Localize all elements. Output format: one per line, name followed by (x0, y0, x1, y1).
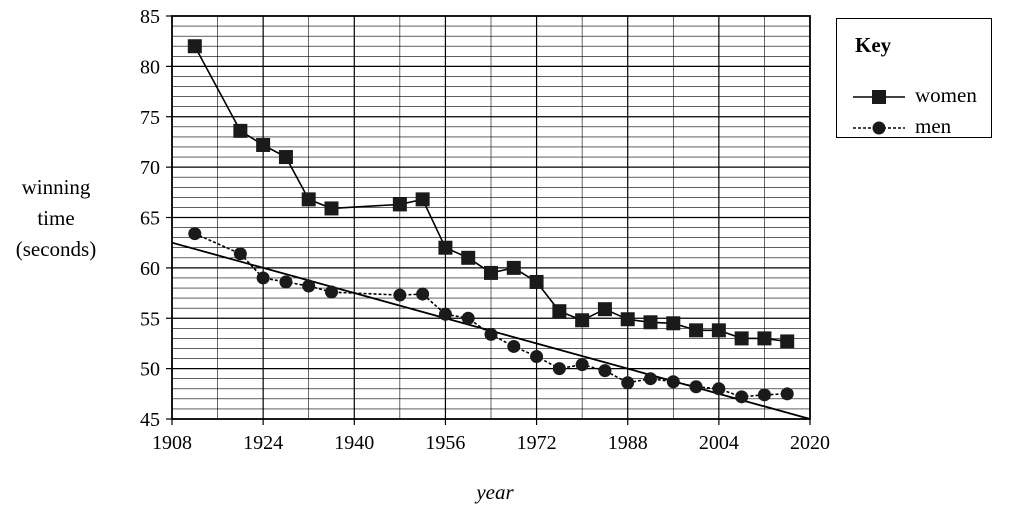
y-tick-label: 50 (140, 359, 160, 381)
point-men (621, 376, 635, 390)
point-women (734, 331, 749, 346)
point-women (529, 274, 544, 289)
point-men (780, 387, 794, 401)
x-tick-label: 1924 (243, 432, 283, 454)
point-women (666, 316, 681, 331)
y-axis-label-line-2: time (37, 206, 75, 230)
legend-entry-women: women (849, 83, 989, 109)
y-axis-label-line-3: (seconds) (15, 237, 97, 261)
point-men (552, 362, 566, 376)
point-women (233, 123, 248, 138)
legend-label-women: women (915, 83, 977, 107)
x-tick-label: 1908 (152, 432, 192, 454)
point-women (757, 331, 772, 346)
y-tick-label: 70 (140, 157, 160, 179)
point-men (279, 275, 293, 289)
point-men (325, 285, 338, 299)
point-women (506, 260, 521, 275)
point-women (711, 323, 726, 338)
point-men (644, 372, 657, 386)
point-women (643, 315, 658, 330)
point-men (507, 339, 521, 353)
y-tick-label: 75 (140, 107, 160, 129)
x-axis-label: year (476, 480, 514, 504)
legend-swatch-men (853, 121, 905, 135)
legend-title: Key (855, 33, 892, 57)
legend-swatch-women (853, 90, 905, 104)
point-women (278, 150, 293, 165)
point-women (301, 192, 316, 207)
y-tick-label: 60 (140, 258, 160, 280)
y-axis-label-line-1: winning (21, 175, 91, 199)
legend-entry-men: men (849, 114, 989, 140)
y-tick-label: 55 (140, 308, 160, 330)
point-men (689, 380, 703, 394)
point-men (575, 358, 589, 372)
point-women (597, 302, 612, 317)
point-women (484, 265, 498, 280)
tick-labels: 1908 1924 1940 1956 1972 1988 2004 2020 45 50 55 60… (140, 6, 830, 454)
point-men (666, 375, 680, 389)
point-men (461, 311, 475, 325)
point-women (575, 313, 590, 328)
point-women (324, 201, 339, 216)
point-women (438, 240, 453, 255)
point-men (188, 227, 202, 241)
y-tick-label: 80 (140, 56, 160, 78)
point-men (438, 307, 452, 321)
legend: Key women men (836, 18, 992, 138)
point-men (735, 390, 749, 404)
x-tick-label: 1972 (517, 432, 557, 454)
x-tick-label: 1988 (608, 432, 648, 454)
point-men (484, 327, 498, 341)
point-women (689, 323, 704, 338)
point-men (393, 288, 407, 302)
y-tick-label: 65 (140, 208, 160, 230)
x-tick-label: 2020 (790, 432, 830, 454)
point-men (598, 364, 612, 378)
plot-frame (171, 15, 811, 420)
x-tick-label: 1940 (334, 432, 374, 454)
point-women (552, 304, 567, 319)
y-axis-label: winning time (seconds) (4, 172, 108, 265)
y-tick-label: 45 (140, 409, 160, 431)
series-group (187, 39, 795, 404)
point-men (530, 350, 544, 364)
point-women (620, 312, 635, 327)
x-tick-label: 1956 (425, 432, 465, 454)
point-women (780, 334, 795, 349)
y-tick-label: 85 (140, 6, 160, 28)
point-women (415, 192, 430, 207)
point-women (461, 250, 476, 265)
point-women (187, 39, 202, 54)
grid (172, 16, 810, 419)
x-tick-label: 2004 (699, 432, 739, 454)
point-men (256, 271, 270, 285)
point-men (757, 388, 771, 402)
point-men (233, 247, 247, 261)
point-men (416, 287, 430, 301)
point-women (392, 197, 407, 212)
point-men (302, 279, 316, 293)
point-men (712, 382, 726, 396)
legend-label-men: men (915, 114, 952, 138)
point-women (256, 137, 271, 152)
